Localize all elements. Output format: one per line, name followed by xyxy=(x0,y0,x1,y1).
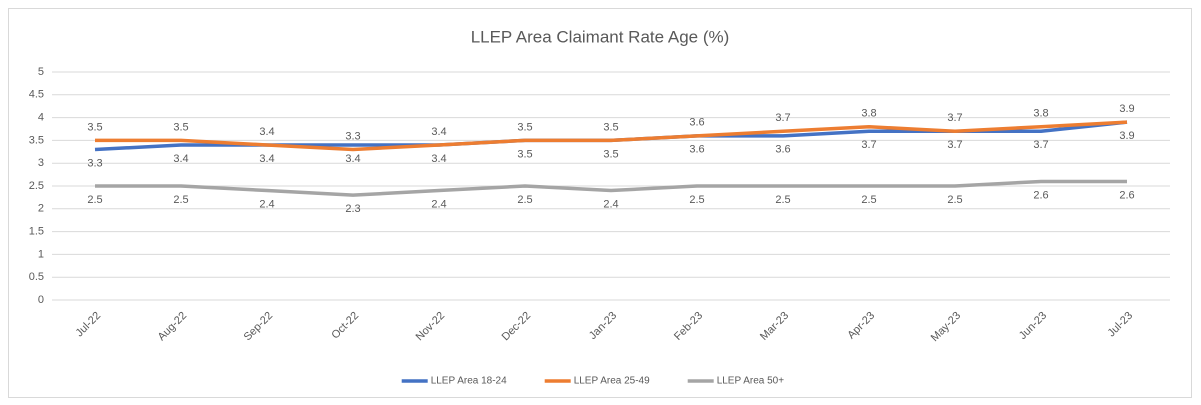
data-label: 3.8 xyxy=(1033,108,1048,120)
data-label: 2.3 xyxy=(345,203,360,215)
y-tick-label: 3 xyxy=(38,157,44,169)
data-label: 2.4 xyxy=(603,198,618,210)
data-label: 2.5 xyxy=(517,194,532,206)
data-label: 3.5 xyxy=(517,148,532,160)
legend-label: LLEP Area 50+ xyxy=(717,376,785,387)
y-tick-label: 2 xyxy=(38,203,44,215)
chart-frame xyxy=(8,8,1192,398)
data-label: 3.4 xyxy=(259,153,274,165)
y-tick-label: 3.5 xyxy=(29,134,44,146)
data-label: 3.9 xyxy=(1119,130,1134,142)
y-tick-label: 5 xyxy=(38,66,44,78)
data-label: 3.6 xyxy=(775,144,790,156)
data-label: 3.4 xyxy=(431,153,446,165)
data-label: 3.7 xyxy=(775,112,790,124)
y-tick-label: 1.5 xyxy=(29,226,44,238)
data-label: 3.7 xyxy=(861,139,876,151)
legend-label: LLEP Area 25-49 xyxy=(574,376,650,387)
data-label: 3.5 xyxy=(87,121,102,133)
data-label: 2.4 xyxy=(259,198,274,210)
data-label: 3.6 xyxy=(689,117,704,129)
data-label: 3.5 xyxy=(603,121,618,133)
data-label: 3.6 xyxy=(689,144,704,156)
data-label: 3.3 xyxy=(345,130,360,142)
data-label: 3.5 xyxy=(173,121,188,133)
data-label: 2.5 xyxy=(947,194,962,206)
line-series xyxy=(95,179,1127,197)
data-label: 2.5 xyxy=(689,194,704,206)
data-label: 3.4 xyxy=(173,153,188,165)
data-label: 3.7 xyxy=(947,112,962,124)
data-label: 3.5 xyxy=(603,148,618,160)
data-label: 3.5 xyxy=(517,121,532,133)
y-tick-label: 0.5 xyxy=(29,271,44,283)
data-label: 3.4 xyxy=(259,126,274,138)
y-tick-label: 1 xyxy=(38,248,44,260)
data-label: 3.7 xyxy=(947,139,962,151)
data-label: 2.5 xyxy=(861,194,876,206)
data-label: 3.3 xyxy=(87,157,102,169)
y-tick-label: 4 xyxy=(38,112,44,124)
data-label: 3.4 xyxy=(345,153,360,165)
data-label: 2.5 xyxy=(173,194,188,206)
chart-title: LLEP Area Claimant Rate Age (%) xyxy=(471,27,730,46)
data-label: 2.4 xyxy=(431,198,446,210)
y-tick-label: 0 xyxy=(38,294,44,306)
data-label: 3.7 xyxy=(1033,139,1048,151)
data-label: 3.4 xyxy=(431,126,446,138)
legend-label: LLEP Area 18-24 xyxy=(431,376,507,387)
data-label: 2.6 xyxy=(1033,189,1048,201)
line-series xyxy=(95,120,1128,152)
y-tick-label: 4.5 xyxy=(29,89,44,101)
y-tick-label: 2.5 xyxy=(29,180,44,192)
data-label: 2.5 xyxy=(87,194,102,206)
data-label: 2.5 xyxy=(775,194,790,206)
data-label: 2.6 xyxy=(1119,189,1134,201)
data-label: 3.9 xyxy=(1119,103,1134,115)
data-label: 3.8 xyxy=(861,108,876,120)
